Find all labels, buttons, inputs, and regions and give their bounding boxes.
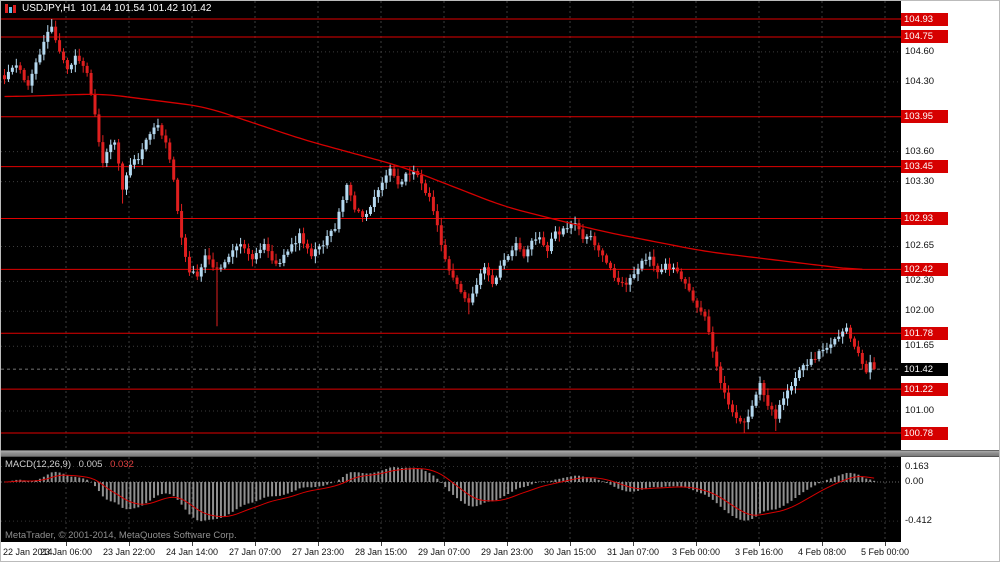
time-label: 3 Feb 00:00	[671, 547, 721, 557]
time-label: 29 Jan 23:00	[480, 547, 534, 557]
price-tick-label: 101.65	[905, 340, 935, 352]
level-price-badge: 102.93	[901, 212, 948, 226]
time-tick-mark	[381, 542, 382, 546]
price-tick-label: 103.30	[905, 175, 935, 187]
price-tick-label: 102.30	[905, 275, 935, 287]
time-tick-mark	[318, 542, 319, 546]
time-label: 5 Feb 00:00	[860, 547, 910, 557]
ohlc-values: 101.44 101.54 101.42 101.42	[80, 3, 212, 14]
time-tick-mark	[885, 542, 886, 546]
time-label: 24 Jan 14:00	[165, 547, 219, 557]
time-label: 23 Jan 22:00	[102, 547, 156, 557]
time-tick-mark	[192, 542, 193, 546]
macd-tick-label: 0.163	[905, 460, 929, 472]
time-label: 30 Jan 15:00	[543, 547, 597, 557]
chart-canvas[interactable]	[1, 1, 901, 542]
time-tick-mark	[633, 542, 634, 546]
price-tick-label: 104.30	[905, 75, 935, 87]
time-label: 3 Feb 16:00	[734, 547, 784, 557]
price-axis[interactable]: 104.60 104.30 103.60 103.30 102.65 102.30 102.…	[901, 1, 999, 561]
time-tick-mark	[696, 542, 697, 546]
macd-signal-value: 0.032	[110, 459, 134, 470]
level-price-badge: 104.75	[901, 30, 948, 44]
time-label: 4 Feb 08:00	[797, 547, 847, 557]
time-label: 27 Jan 23:00	[291, 547, 345, 557]
time-label: 29 Jan 07:00	[417, 547, 471, 557]
time-tick-mark	[255, 542, 256, 546]
macd-name: MACD(12,26,9)	[5, 459, 71, 470]
macd-tick-label: 0.00	[905, 476, 924, 487]
price-tick-label: 104.60	[905, 45, 935, 57]
symbol-timeframe-label: USDJPY,H1	[22, 3, 76, 14]
level-price-badge: 101.78	[901, 326, 948, 340]
time-label: 22 Jan 2014	[3, 547, 53, 557]
level-price-badge: 103.45	[901, 160, 948, 174]
time-tick-mark	[66, 542, 67, 546]
level-price-badge: 101.22	[901, 382, 948, 396]
time-tick-mark	[759, 542, 760, 546]
time-label: 31 Jan 07:00	[606, 547, 660, 557]
chart-title: USDJPY,H1 101.44 101.54 101.42 101.42	[5, 3, 211, 14]
time-tick-mark	[570, 542, 571, 546]
price-tick-label: 103.60	[905, 145, 935, 157]
level-price-badge: 104.93	[901, 12, 948, 26]
time-tick-mark	[129, 542, 130, 546]
level-price-badge: 102.42	[901, 262, 948, 276]
time-tick-mark	[822, 542, 823, 546]
pane-divider[interactable]	[1, 450, 999, 457]
watermark: MetaTrader, © 2001-2014, MetaQuotes Soft…	[5, 530, 237, 541]
level-price-badge: 103.95	[901, 110, 948, 124]
time-tick-mark	[444, 542, 445, 546]
chart-icon	[5, 4, 17, 13]
macd-main-value: 0.005	[78, 459, 103, 470]
price-tick-label: 102.65	[905, 240, 935, 252]
macd-indicator-label: MACD(12,26,9) 0.005 0.032	[5, 459, 134, 470]
price-tick-label: 102.00	[905, 305, 935, 317]
level-price-badge: 100.78	[901, 426, 948, 440]
time-tick-mark	[507, 542, 508, 546]
macd-tick-label: -0.412	[905, 515, 932, 527]
time-axis[interactable]: 22 Jan 2014 23 Jan 06:00 23 Jan 22:00 24 Ja…	[1, 542, 999, 561]
price-tick-label: 101.00	[905, 405, 935, 417]
time-label: 27 Jan 07:00	[228, 547, 282, 557]
time-label: 28 Jan 15:00	[354, 547, 408, 557]
time-label: 23 Jan 06:00	[39, 547, 93, 557]
current-price-badge: 101.42	[901, 362, 948, 376]
